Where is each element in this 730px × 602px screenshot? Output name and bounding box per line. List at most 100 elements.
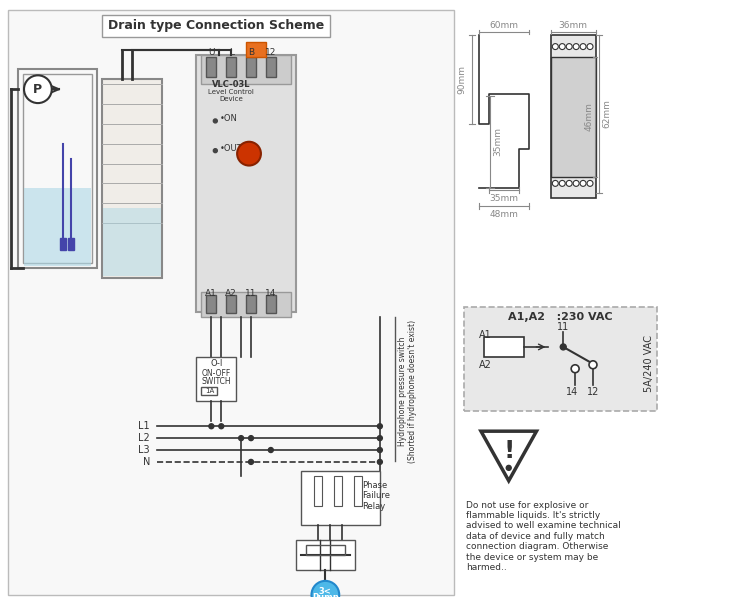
Text: L3: L3	[138, 445, 150, 455]
Circle shape	[237, 141, 261, 166]
Text: •ON: •ON	[219, 114, 237, 123]
Text: A1: A1	[479, 330, 492, 340]
Bar	[60, 238, 66, 250]
Circle shape	[580, 181, 586, 187]
Circle shape	[213, 149, 218, 153]
Circle shape	[377, 447, 383, 453]
Text: A1,A2   :230 VAC: A1,A2 :230 VAC	[508, 312, 612, 322]
Bar	[102, 15, 330, 37]
Circle shape	[377, 459, 383, 464]
Text: 5A/240 VAC: 5A/240 VAC	[645, 335, 655, 393]
Text: A2: A2	[226, 289, 237, 298]
Text: 48mm: 48mm	[489, 209, 518, 219]
Bar	[23, 74, 93, 262]
Bar	[207, 58, 216, 77]
Bar	[354, 476, 362, 506]
Bar	[306, 545, 345, 555]
Text: 12: 12	[265, 48, 277, 57]
Circle shape	[571, 365, 579, 373]
Circle shape	[566, 181, 572, 187]
Text: A1: A1	[205, 289, 218, 298]
Circle shape	[312, 581, 339, 602]
Text: 11: 11	[557, 322, 569, 332]
Text: 35mm: 35mm	[493, 127, 502, 157]
Text: Drain type Connection Scheme: Drain type Connection Scheme	[108, 19, 324, 33]
Text: 11: 11	[245, 289, 257, 298]
Bar	[207, 296, 216, 313]
Text: B: B	[248, 48, 254, 57]
Circle shape	[248, 436, 253, 441]
Text: 36mm: 36mm	[558, 21, 588, 30]
Text: L: L	[228, 48, 234, 57]
Text: P: P	[34, 82, 42, 96]
Circle shape	[269, 447, 273, 453]
Text: 12: 12	[587, 386, 599, 397]
Circle shape	[573, 181, 579, 187]
Text: !: !	[503, 439, 515, 463]
Bar	[18, 69, 97, 268]
Bar	[246, 42, 266, 57]
Bar	[266, 296, 276, 313]
Circle shape	[219, 424, 224, 429]
Bar	[196, 55, 296, 312]
Text: N: N	[142, 457, 150, 467]
Bar	[226, 58, 236, 77]
Text: L2: L2	[138, 433, 150, 443]
Text: 14: 14	[265, 289, 277, 298]
Text: 62mm: 62mm	[602, 99, 611, 128]
Circle shape	[209, 424, 214, 429]
Bar	[201, 55, 291, 84]
Circle shape	[24, 75, 52, 103]
Bar	[484, 337, 523, 357]
Text: 35mm: 35mm	[489, 194, 518, 203]
Text: Phase
Failure
Relay: Phase Failure Relay	[362, 481, 390, 510]
Text: Level Control: Level Control	[208, 89, 254, 95]
Circle shape	[573, 43, 579, 49]
Bar	[334, 476, 342, 506]
Text: Pump: Pump	[312, 593, 339, 602]
Text: 60mm: 60mm	[489, 21, 518, 30]
Bar	[201, 293, 291, 317]
Bar	[315, 476, 323, 506]
Bar	[104, 208, 161, 276]
Circle shape	[239, 436, 244, 441]
Bar	[266, 58, 276, 77]
Bar	[8, 10, 454, 595]
Text: Hydrophone pressure switch
(Shorted if hydrophone doesn't exist): Hydrophone pressure switch (Shorted if h…	[398, 320, 418, 463]
Bar	[246, 296, 256, 313]
Bar	[301, 471, 380, 526]
Text: •OUT: •OUT	[219, 144, 242, 153]
Circle shape	[553, 43, 558, 49]
Bar	[68, 238, 74, 250]
Circle shape	[248, 459, 253, 464]
Circle shape	[213, 119, 218, 123]
Bar	[246, 58, 256, 77]
Circle shape	[553, 181, 558, 187]
Circle shape	[559, 43, 565, 49]
Circle shape	[377, 436, 383, 441]
Circle shape	[587, 181, 593, 187]
Bar	[196, 357, 236, 402]
Text: 1A: 1A	[204, 388, 214, 394]
Text: O-I: O-I	[210, 359, 223, 368]
Bar	[102, 79, 162, 278]
Text: 46mm: 46mm	[585, 102, 593, 131]
Bar	[464, 307, 658, 411]
Circle shape	[589, 361, 597, 369]
Text: A2: A2	[479, 360, 492, 370]
Bar	[201, 386, 218, 394]
Text: 3<: 3<	[319, 588, 331, 596]
Bar	[24, 188, 91, 265]
Circle shape	[587, 43, 593, 49]
Text: 14: 14	[566, 386, 578, 397]
Text: SWITCH: SWITCH	[201, 377, 231, 386]
Circle shape	[559, 181, 565, 187]
Circle shape	[377, 424, 383, 429]
Circle shape	[566, 43, 572, 49]
Circle shape	[506, 465, 511, 470]
Bar	[551, 57, 596, 178]
Text: ON-OFF: ON-OFF	[201, 369, 231, 378]
Circle shape	[561, 344, 566, 350]
Text: Do not use for explosive or
flammable liquids. It's strictly
advised to well exa: Do not use for explosive or flammable li…	[466, 501, 620, 572]
Bar	[551, 35, 596, 198]
